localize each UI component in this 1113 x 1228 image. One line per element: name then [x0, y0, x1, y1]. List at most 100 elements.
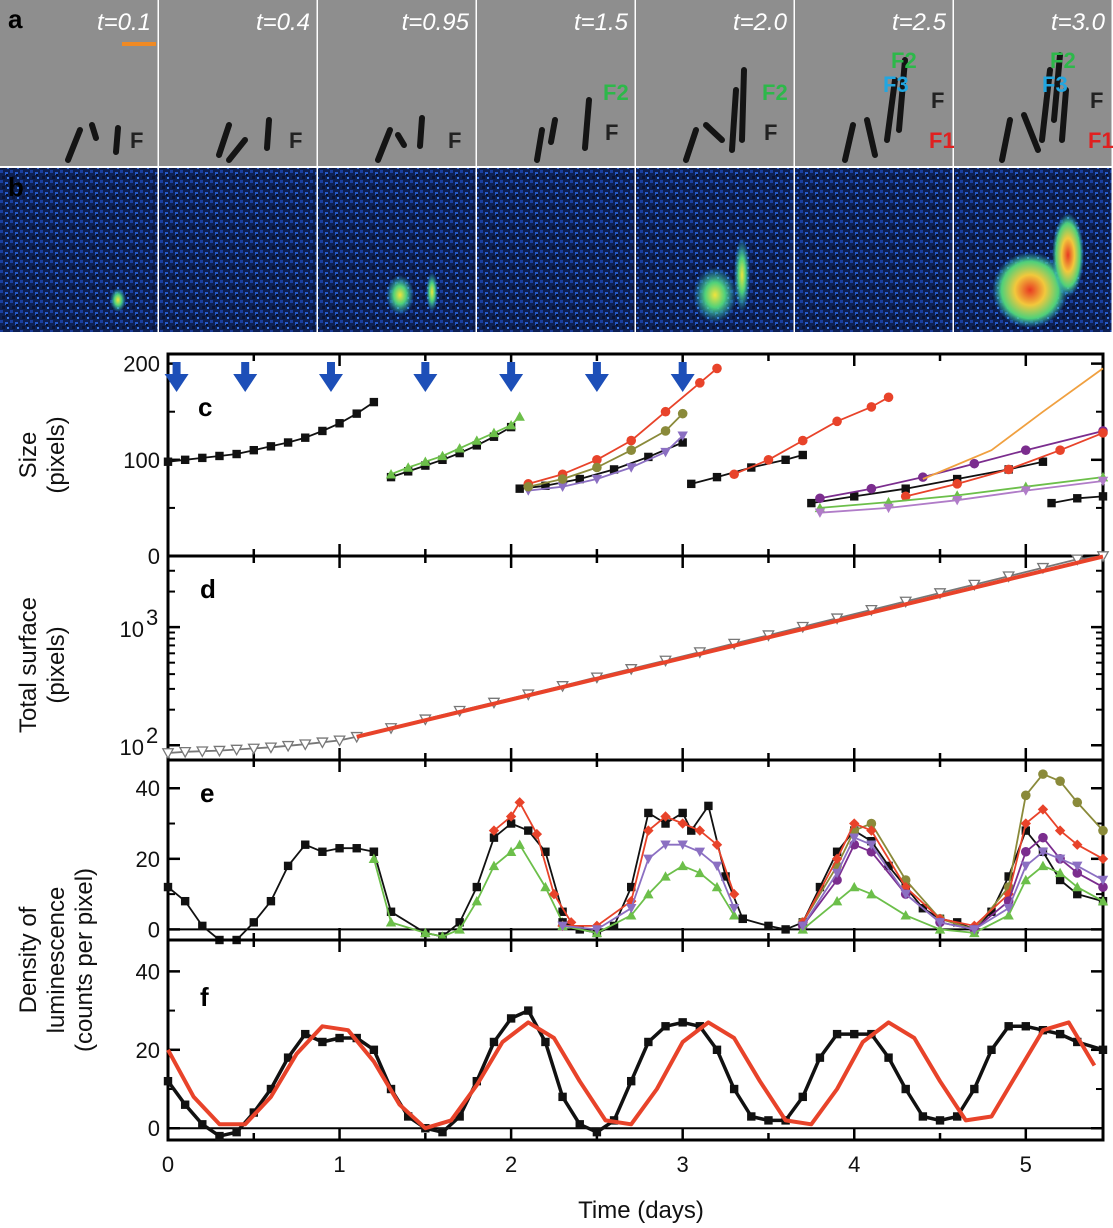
- frame-time-label: t=0.4: [256, 9, 310, 36]
- frame-time-label: t=3.0: [1051, 9, 1106, 36]
- luminescence-spot: [426, 272, 438, 312]
- data-point: [661, 1022, 670, 1031]
- data-point: [918, 1112, 928, 1121]
- panel-d-ylabel: Total surface (pixels): [15, 597, 70, 733]
- data-point: [900, 889, 911, 900]
- series-line: [819, 430, 1104, 500]
- data-point: [454, 443, 465, 453]
- data-point: [609, 465, 619, 474]
- data-point: [849, 833, 860, 843]
- panel-c-letter: c: [198, 392, 212, 422]
- data-point: [1020, 874, 1031, 885]
- data-point: [1097, 895, 1109, 906]
- data-point: [695, 378, 705, 388]
- data-point: [660, 811, 671, 822]
- data-point: [798, 450, 807, 460]
- series-line: [519, 441, 684, 490]
- bacterium-rod: [65, 127, 83, 163]
- cell-label: F1: [929, 128, 955, 153]
- data-point: [694, 867, 706, 878]
- data-point: [626, 910, 637, 920]
- data-point: [738, 914, 747, 924]
- data-point: [1073, 494, 1082, 503]
- luminescence-frame: [477, 168, 635, 332]
- data-point: [952, 474, 962, 484]
- data-point: [704, 801, 713, 811]
- data-point: [368, 853, 380, 864]
- bacterium-rod: [113, 125, 121, 155]
- luminescence-frame: [795, 168, 953, 332]
- data-point: [712, 472, 722, 482]
- fit-line: [356, 554, 1104, 739]
- data-point: [333, 735, 346, 747]
- data-point: [541, 481, 550, 490]
- arrow-head: [413, 374, 438, 392]
- data-point: [609, 921, 619, 931]
- data-point: [1072, 868, 1083, 878]
- data-point: [781, 925, 790, 934]
- data-point: [318, 1037, 327, 1047]
- data-point: [472, 441, 482, 450]
- cell-label: F2: [603, 80, 629, 105]
- frame-time-label: t=0.95: [402, 9, 470, 36]
- data-point: [180, 455, 190, 465]
- ylabel-line-1: Total surface: [15, 597, 42, 733]
- data-point: [969, 925, 980, 935]
- bacterium-rod: [864, 117, 878, 158]
- fit-line: [166, 1020, 1097, 1131]
- ylabel-line-2: (pixels): [43, 416, 70, 493]
- data-point: [591, 925, 603, 935]
- series-line: [390, 415, 521, 476]
- data-point: [488, 860, 500, 871]
- panel-c: 0 100 200: [123, 352, 1109, 569]
- data-point: [178, 746, 192, 759]
- data-point: [677, 840, 688, 850]
- data-point: [454, 924, 465, 934]
- data-point: [232, 449, 241, 459]
- bacterium-rod: [739, 67, 747, 143]
- data-point: [558, 1092, 567, 1102]
- series-line: [905, 432, 1104, 498]
- data-point: [1098, 428, 1108, 438]
- data-point: [301, 1029, 310, 1039]
- bacterium-rod: [1039, 67, 1053, 143]
- data-point: [1021, 1022, 1030, 1031]
- data-point: [163, 457, 173, 466]
- panel-b-letter: b: [8, 172, 24, 202]
- data-point: [850, 492, 859, 501]
- data-point: [729, 469, 739, 480]
- data-point: [763, 455, 774, 465]
- data-point: [1038, 832, 1048, 843]
- division-arrow-icon: [584, 362, 609, 392]
- y-tick-exponent: 2: [146, 723, 158, 748]
- data-point: [660, 447, 671, 458]
- data-point: [627, 882, 636, 892]
- x-tick-label: 0: [162, 1152, 174, 1177]
- data-point: [335, 419, 344, 428]
- data-point: [592, 462, 602, 473]
- data-point: [850, 1029, 859, 1039]
- series-line: [562, 805, 744, 934]
- data-point: [1098, 882, 1108, 892]
- y-tick-label: 20: [136, 1038, 160, 1063]
- data-point: [712, 363, 722, 374]
- data-point: [797, 435, 808, 446]
- cell-label: F: [289, 128, 302, 153]
- panel-e: 0 20 40: [136, 758, 1109, 945]
- data-point: [1054, 867, 1066, 878]
- data-point: [575, 1120, 584, 1129]
- x-tick-label: 4: [848, 1152, 860, 1177]
- data-point: [626, 895, 637, 907]
- data-point: [1020, 486, 1031, 496]
- data-point: [316, 737, 329, 749]
- data-point: [515, 484, 524, 493]
- data-point: [283, 1053, 293, 1062]
- data-point: [1036, 562, 1050, 575]
- y-tick-label: 0: [148, 1116, 160, 1141]
- data-point: [951, 496, 963, 506]
- data-point: [1098, 825, 1108, 836]
- data-point: [934, 918, 946, 928]
- data-point: [318, 847, 327, 856]
- data-point: [1055, 776, 1065, 786]
- data-point: [298, 739, 312, 751]
